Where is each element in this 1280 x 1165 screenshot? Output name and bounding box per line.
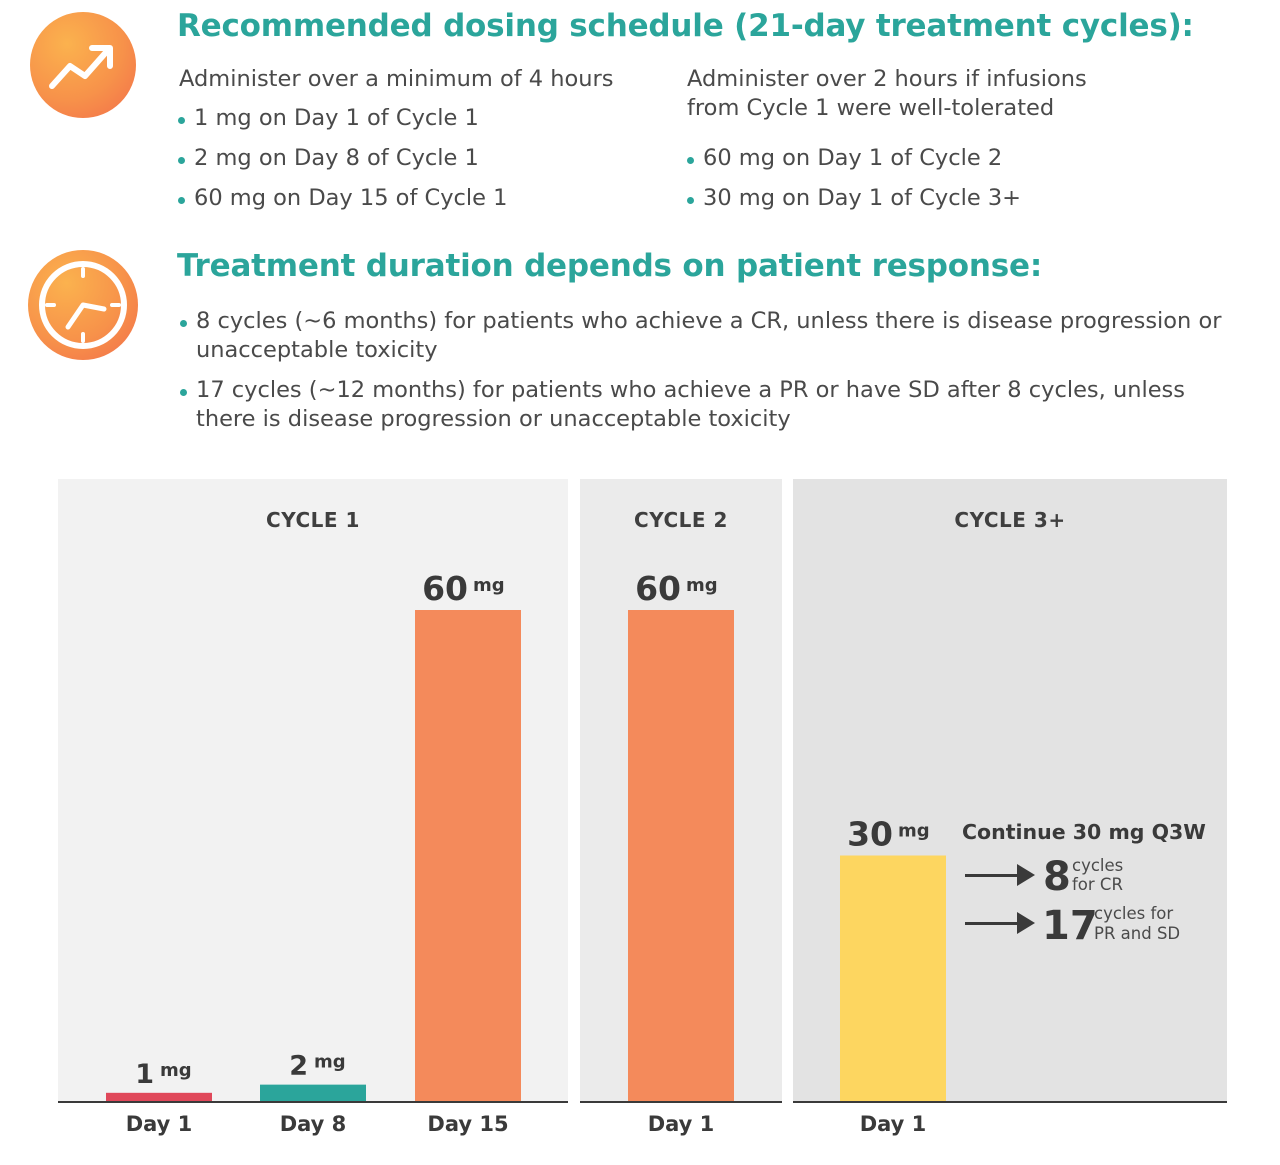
- cycle-1-day-8-tick-label: Day 8: [280, 1112, 347, 1136]
- cycle-2-day-1-tick-label: Day 1: [648, 1112, 715, 1136]
- cycle-1-day-15-value-label: 60: [422, 569, 468, 608]
- arrow-pr-line: [965, 922, 1019, 925]
- duration-bullet-1: 8 cycles (~6 months) for patients who ac…: [179, 307, 1236, 365]
- cycle-1-day-15-unit-label: mg: [473, 575, 505, 596]
- cycle-3-day-1-bar: [840, 855, 946, 1101]
- dosing-title: Recommended dosing schedule (21-day trea…: [177, 8, 1194, 44]
- left-bullet-1: 1 mg on Day 1 of Cycle 1: [177, 104, 479, 133]
- arrow-right-icon: [1017, 912, 1035, 934]
- cycle-1-day-15-bar: [415, 610, 521, 1101]
- right-bullet-2: 30 mg on Day 1 of Cycle 3+: [686, 184, 1021, 213]
- cycle-1-day-1-bar: [106, 1092, 212, 1101]
- cycle-1-day-1-value-label: 1: [135, 1059, 154, 1090]
- cycle-1-day-1-unit-label: mg: [160, 1060, 192, 1081]
- cycle-2-day-1-unit-label: mg: [686, 575, 718, 596]
- arrow-right-icon: [1017, 864, 1035, 886]
- cycle-3-day-1-unit-label: mg: [898, 821, 930, 842]
- clock-icon: [28, 250, 138, 360]
- cr-cycles-line2: for CR: [1072, 875, 1123, 894]
- cycle-1-day-8-value-label: 2: [289, 1051, 308, 1082]
- cycle-1-baseline: [58, 1101, 568, 1103]
- cycle-2-day-1-value-label: 60: [635, 569, 681, 608]
- cycle-1-day-8-bar: [260, 1084, 366, 1101]
- arrow-cr-line: [965, 874, 1019, 877]
- duration-bullet-2: 17 cycles (~12 months) for patients who …: [179, 376, 1246, 434]
- left-bullet-3: 60 mg on Day 15 of Cycle 1: [177, 184, 507, 213]
- right-intro-line1: Administer over 2 hours if infusions: [687, 66, 1087, 92]
- duration-title: Treatment duration depends on patient re…: [177, 248, 1043, 284]
- cycle-1-day-8-unit-label: mg: [314, 1052, 346, 1073]
- trend-arrow-icon: [30, 12, 136, 118]
- continue-label: Continue 30 mg Q3W: [962, 820, 1206, 844]
- cycle-1-day-1-tick-label: Day 1: [126, 1112, 193, 1136]
- cr-cycles-number: 8: [1043, 854, 1071, 900]
- left-intro: Administer over a minimum of 4 hours: [179, 66, 614, 92]
- pr-sd-cycles-number: 17: [1042, 903, 1098, 949]
- cycle-3-day-1-value-label: 30: [847, 815, 893, 854]
- cycle-2-baseline: [580, 1101, 782, 1103]
- cycle-2-title: CYCLE 2: [634, 508, 728, 532]
- cr-cycles-line1: cycles: [1072, 856, 1124, 875]
- pr-sd-cycles-line1: cycles for: [1094, 904, 1174, 923]
- cycle-3-baseline: [793, 1101, 1227, 1103]
- cycle-1-title: CYCLE 1: [266, 508, 360, 532]
- left-bullet-2: 2 mg on Day 8 of Cycle 1: [177, 144, 479, 173]
- cycle-1-day-15-tick-label: Day 15: [427, 1112, 508, 1136]
- cycle-2-day-1-bar: [628, 610, 734, 1101]
- cycle-3-day-1-tick-label: Day 1: [860, 1112, 927, 1136]
- pr-sd-cycles-line2: PR and SD: [1094, 924, 1181, 943]
- cycle-3-title: CYCLE 3+: [954, 508, 1066, 532]
- right-intro-line2: from Cycle 1 were well-tolerated: [687, 95, 1055, 121]
- right-bullet-1: 60 mg on Day 1 of Cycle 2: [686, 144, 1002, 173]
